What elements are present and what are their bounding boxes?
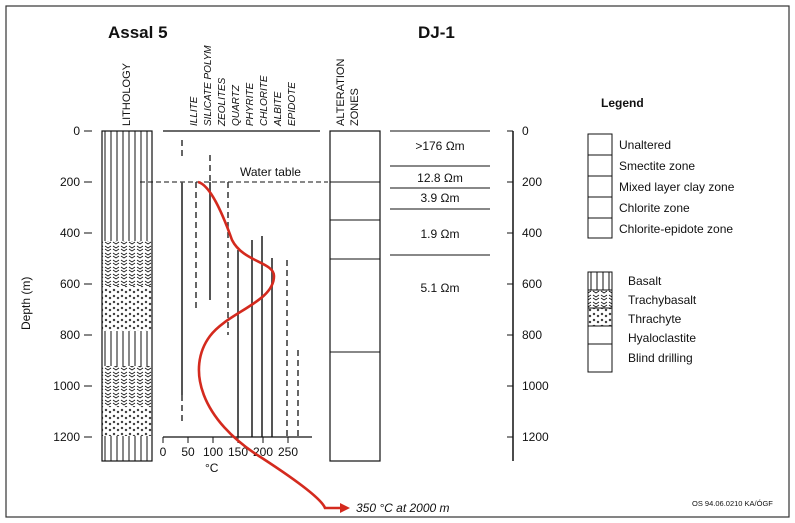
mineral-labels: ILLITE SILICATE POLYM ZEOLITES QUARTZ PH… [189, 45, 298, 127]
legend-hyaloclastite: Hyaloclastite [628, 331, 696, 345]
mineral-label-quartz: QUARTZ [231, 84, 242, 126]
temp-unit: °C [205, 461, 219, 475]
temp-tick-150: 150 [228, 445, 248, 459]
legend-unaltered: Unaltered [619, 138, 671, 152]
temp-tick-250: 250 [278, 445, 298, 459]
mineral-label-chlorite: CHLORITE [259, 75, 270, 126]
legend-blind-drilling: Blind drilling [628, 351, 693, 365]
mineral-occurrence-lines [181, 140, 299, 437]
right-depth-tick-800: 800 [522, 328, 542, 342]
temperature-arrow-head [340, 503, 350, 513]
mineral-label-albite: ALBITE [273, 91, 284, 127]
temp-tick-200: 200 [253, 445, 273, 459]
resistivity-label-4: 1.9 Ωm [421, 227, 460, 241]
depth-tick-400: 400 [60, 226, 80, 240]
temp-tick-100: 100 [203, 445, 223, 459]
legend-trachybasalt: Trachybasalt [628, 293, 697, 307]
legend-chlorite-zone: Chlorite zone [619, 201, 690, 215]
alteration-zones-column [329, 130, 381, 462]
temperature-axis: 0 50 100 150 200 250 °C [160, 436, 312, 475]
right-depth-axis: 0 200 400 600 800 1000 1200 [507, 124, 549, 461]
right-depth-tick-200: 200 [522, 175, 542, 189]
alteration-label-line-1: ALTERATION [335, 59, 347, 126]
depth-tick-0: 0 [73, 124, 80, 138]
depth-tick-200: 200 [60, 175, 80, 189]
mineral-label-phyrite: PHYRITE [245, 82, 256, 126]
legend-smectite-zone: Smectite zone [619, 159, 695, 173]
resistivity-label-1: >176 Ωm [415, 139, 464, 153]
depth-tick-1000: 1000 [53, 379, 80, 393]
temp-tick-50: 50 [181, 445, 195, 459]
right-depth-tick-1000: 1000 [522, 379, 549, 393]
alteration-legend: Unaltered Smectite zone Mixed layer clay… [587, 133, 735, 239]
mineral-label-illite: ILLITE [189, 96, 200, 126]
lithology-legend: Basalt Trachybasalt Thrachyte Hyaloclast… [587, 271, 697, 373]
resistivity-label-5: 5.1 Ωm [421, 281, 460, 295]
temperature-curve [197, 180, 340, 510]
mineral-label-silicate-polym: SILICATE POLYM [203, 45, 214, 126]
right-depth-tick-0: 0 [522, 124, 529, 138]
resistivity-label-2: 12.8 Ωm [417, 171, 463, 185]
resistivity-label-3: 3.9 Ωm [421, 191, 460, 205]
water-table-label: Water table [240, 165, 301, 179]
depth-axis-label: Depth (m) [19, 277, 33, 330]
resistivity-boundaries [390, 130, 490, 256]
depth-tick-800: 800 [60, 328, 80, 342]
title-assal-5: Assal 5 [108, 23, 168, 42]
lithology-label: LITHOLOGY [121, 62, 133, 126]
legend-mixed-layer-clay-zone: Mixed layer clay zone [619, 180, 735, 194]
title-dj-1: DJ-1 [418, 23, 455, 42]
mineral-label-epidote: EPIDOTE [287, 82, 298, 126]
left-depth-axis: 0 200 400 600 800 1000 1200 [53, 124, 92, 444]
right-depth-tick-600: 600 [522, 277, 542, 291]
legend-thrachyte: Thrachyte [628, 312, 682, 326]
legend-basalt: Basalt [628, 274, 662, 288]
temperature-note: 350 °C at 2000 m [356, 501, 450, 515]
depth-tick-600: 600 [60, 277, 80, 291]
legend-chlorite-epidote-zone: Chlorite-epidote zone [619, 222, 733, 236]
alteration-label-line-2: ZONES [349, 88, 361, 126]
footer-code: OS 94.06.0210 KA/ÓGF [692, 499, 773, 508]
temp-tick-0: 0 [160, 445, 167, 459]
lithology-column [101, 130, 153, 462]
right-depth-tick-1200: 1200 [522, 430, 549, 444]
outer-frame [5, 5, 790, 518]
mineral-label-zeolites: ZEOLITES [217, 77, 228, 127]
right-depth-tick-400: 400 [522, 226, 542, 240]
depth-tick-1200: 1200 [53, 430, 80, 444]
legend-title: Legend [601, 96, 644, 110]
